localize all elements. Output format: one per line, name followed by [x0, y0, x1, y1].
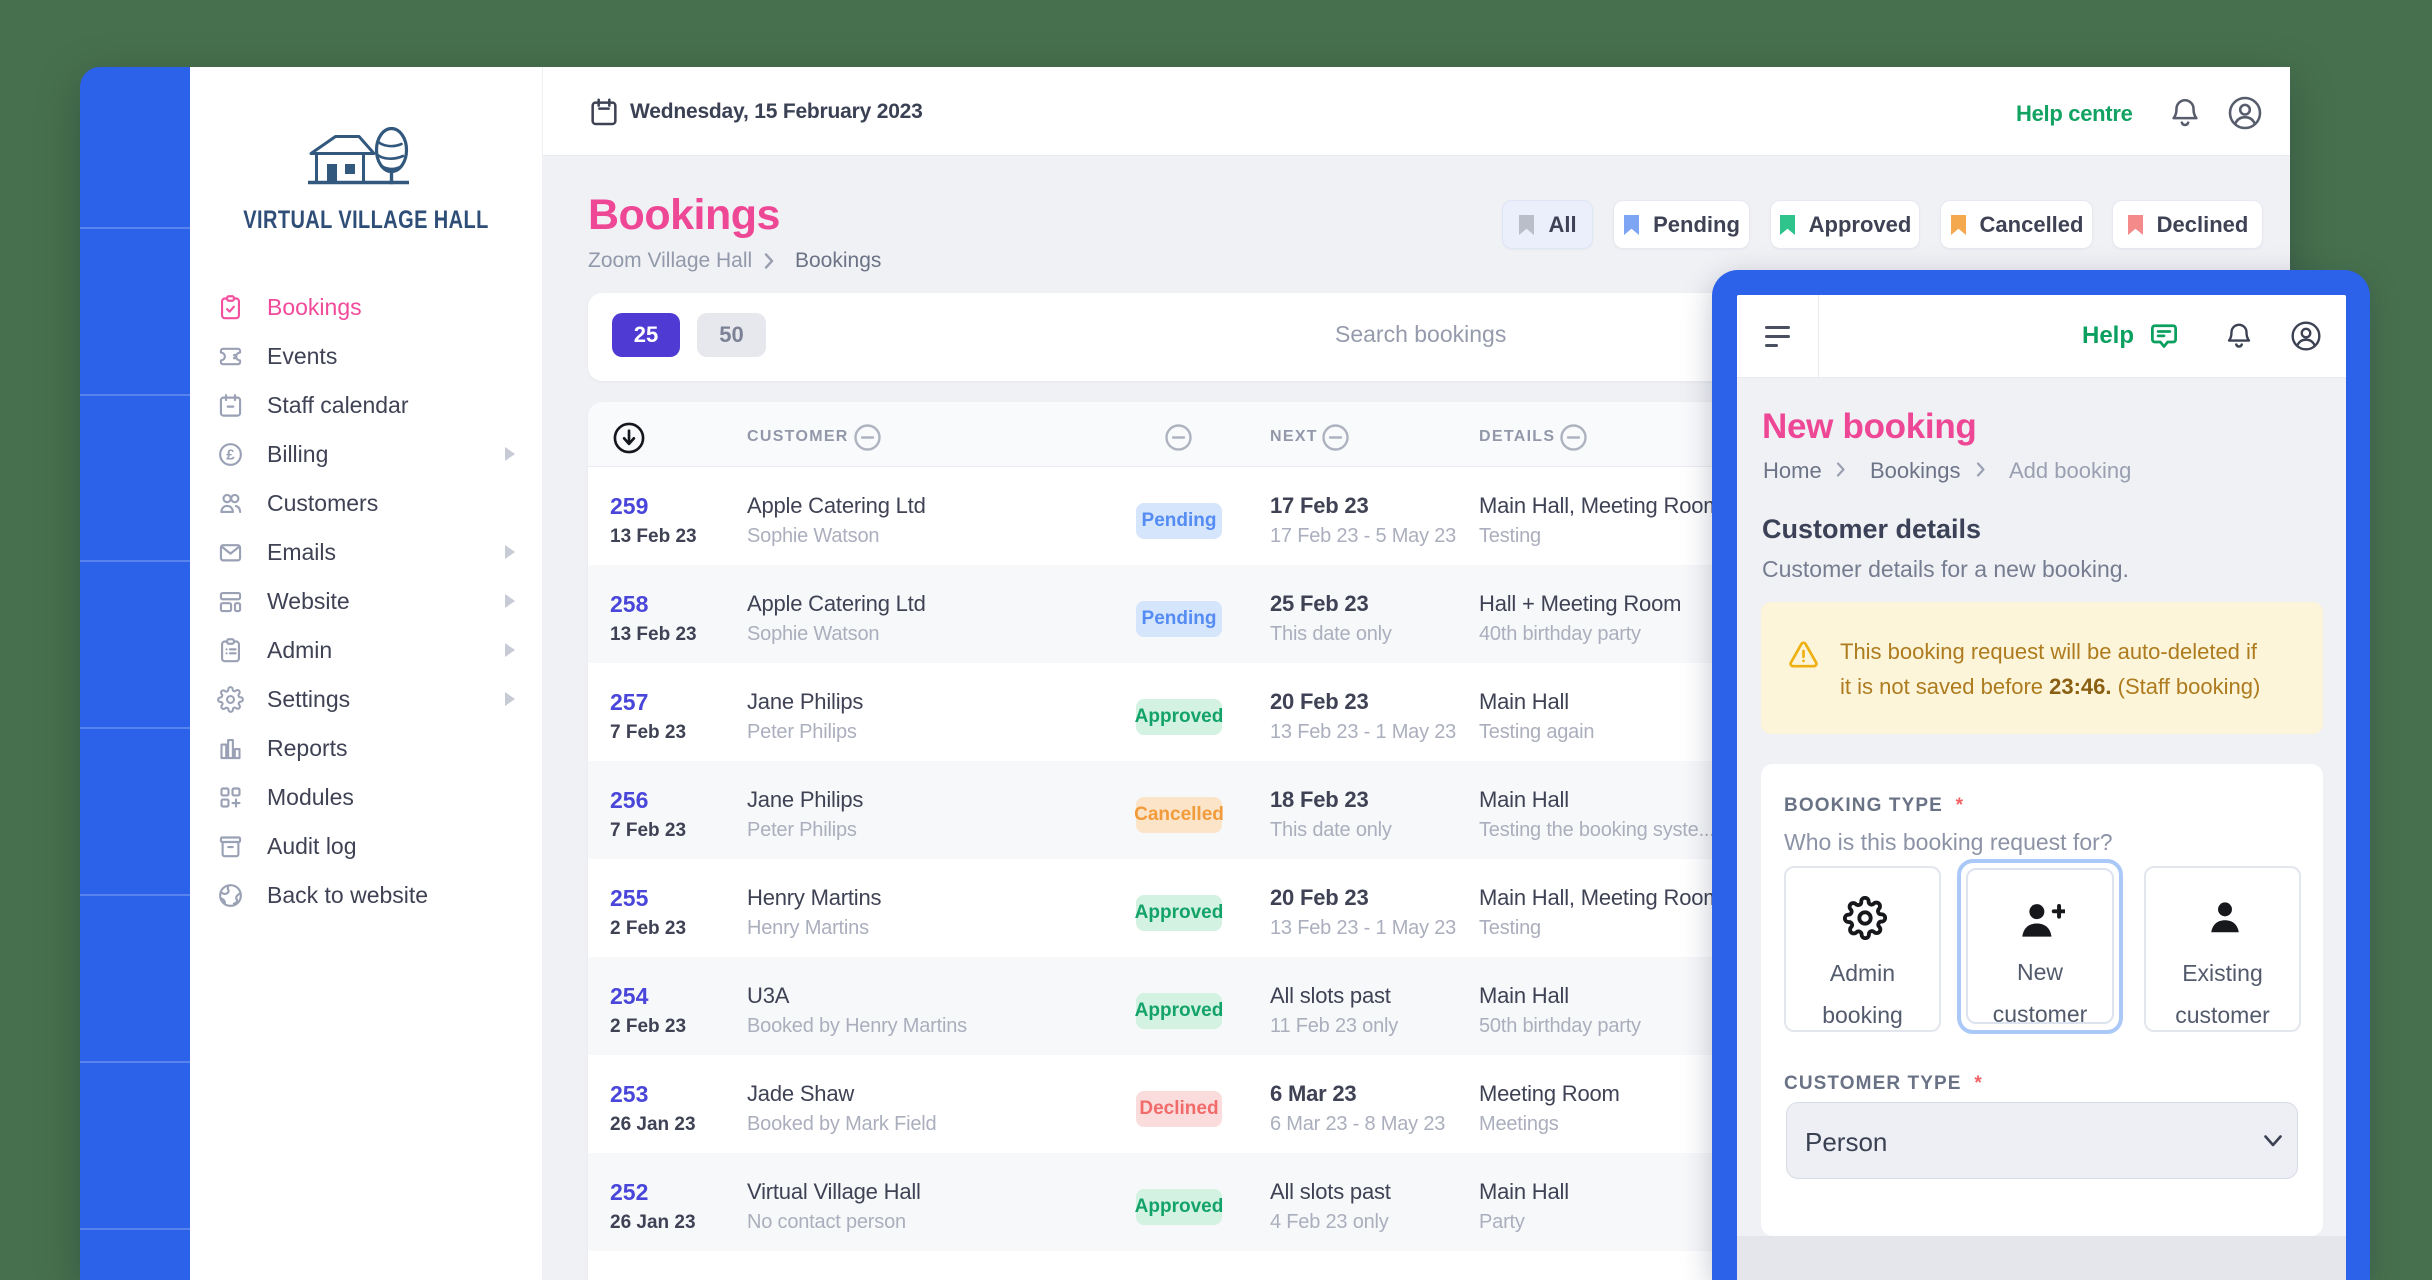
svg-text:£: £ — [226, 447, 235, 464]
